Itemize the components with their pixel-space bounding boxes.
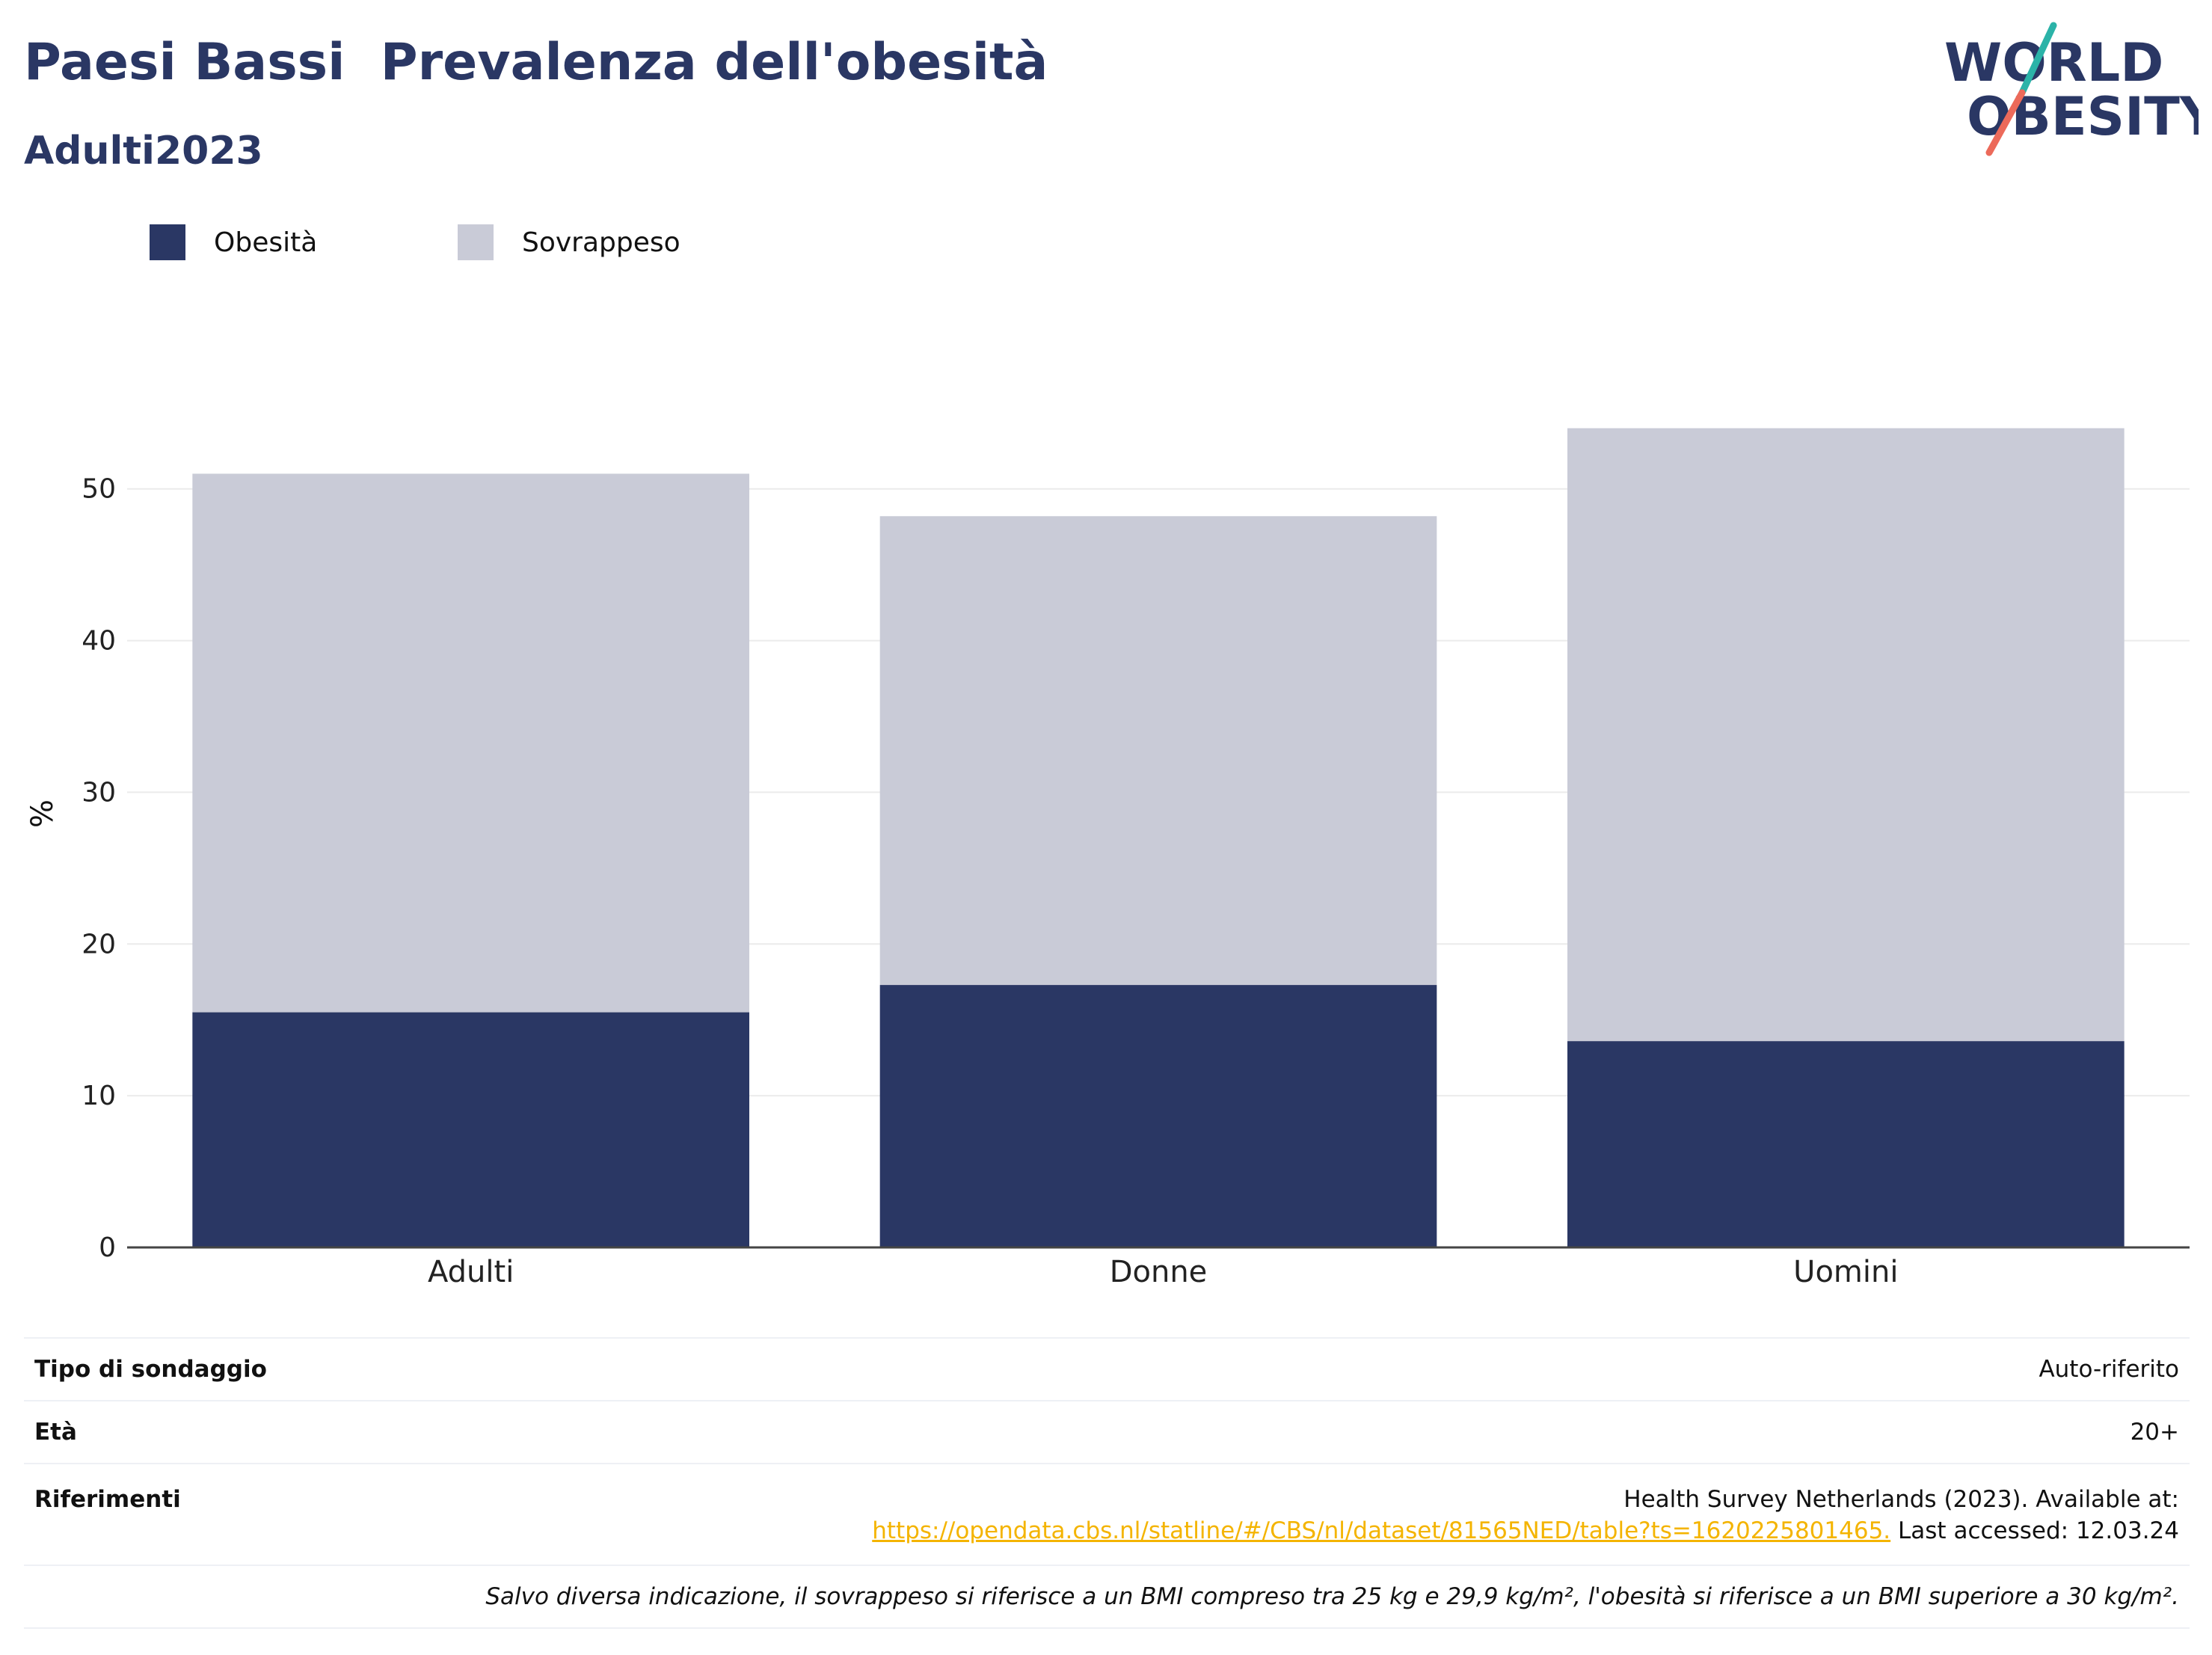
chart-title: Paesi Bassi Prevalenza dell'obesità — [24, 33, 1048, 92]
x-tick-label-uomini: Uomini — [1793, 1255, 1898, 1289]
bar-donne-obesita — [879, 985, 1437, 1247]
bar-adulti-obesita — [192, 1012, 749, 1247]
y-tick-label-30: 30 — [82, 777, 116, 808]
references-label: Riferimenti — [24, 1464, 372, 1566]
info-row-age: Età 20+ — [24, 1401, 2190, 1464]
age-label: Età — [24, 1401, 372, 1464]
chart-subtitle: Adulti2023 — [24, 129, 263, 174]
legend-item-sovrappeso[interactable]: Sovrappeso — [458, 223, 681, 262]
bar-adulti-sovrappeso — [192, 473, 749, 1013]
bar-donne-sovrappeso — [879, 516, 1437, 986]
info-row-references: Riferimenti Health Survey Netherlands (2… — [24, 1464, 2190, 1566]
y-tick-label-40: 40 — [82, 626, 116, 657]
legend-label-obesita: Obesità — [214, 227, 318, 258]
bmi-definition-note: Salvo diversa indicazione, il sovrappeso… — [24, 1565, 2190, 1629]
logo-slash-coral — [1985, 89, 2026, 156]
survey-type-label: Tipo di sondaggio — [24, 1337, 372, 1401]
y-tick-label-10: 10 — [82, 1081, 116, 1111]
info-table: Tipo di sondaggio Auto-riferito Età 20+ … — [24, 1337, 2190, 1629]
reference-line: https://opendata.cbs.nl/statline/#/CBS/n… — [381, 1515, 2179, 1547]
world-obesity-logo: WORLD OBESITY — [1944, 22, 2199, 156]
legend-swatch-sovrappeso — [458, 224, 494, 260]
y-tick-label-0: 0 — [99, 1232, 116, 1263]
legend-item-obesita[interactable]: Obesità — [150, 223, 317, 262]
bar-uomini-obesita — [1567, 1041, 2125, 1247]
info-row-note: Salvo diversa indicazione, il sovrappeso… — [24, 1565, 2190, 1629]
x-tick-label-donne: Donne — [1110, 1255, 1208, 1289]
reference-accessed: Last accessed: 12.03.24 — [1898, 1517, 2179, 1544]
bar-uomini-sovrappeso — [1567, 428, 2125, 1042]
survey-type-value: Auto-riferito — [371, 1337, 2190, 1401]
logo-text-world: WORLD — [1944, 32, 2163, 93]
y-tick-label-50: 50 — [82, 474, 116, 505]
bar-chart: 0 10 20 30 40 50% Adulti Donne Uomini — [25, 428, 2190, 1289]
y-axis-title: % — [25, 799, 60, 828]
info-row-survey-type: Tipo di sondaggio Auto-riferito — [24, 1337, 2190, 1401]
references-value: Health Survey Netherlands (2023). Availa… — [371, 1464, 2190, 1566]
reference-link[interactable]: https://opendata.cbs.nl/statline/#/CBS/n… — [872, 1517, 1891, 1544]
logo-slash-teal — [2018, 22, 2057, 96]
legend-swatch-obesita — [150, 224, 185, 260]
y-tick-label-20: 20 — [82, 929, 116, 959]
age-value: 20+ — [371, 1401, 2190, 1464]
reference-text: Health Survey Netherlands (2023). Availa… — [1623, 1486, 2179, 1513]
x-tick-label-adulti: Adulti — [428, 1255, 514, 1289]
legend-label-sovrappeso: Sovrappeso — [522, 227, 681, 258]
